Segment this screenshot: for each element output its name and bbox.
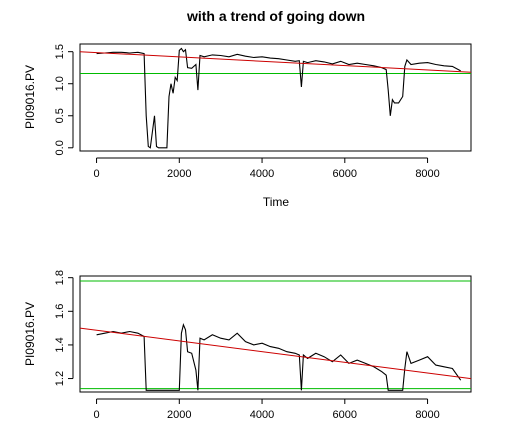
chart-title: with a trend of going down: [186, 8, 365, 24]
top-y-tick-label: 0.0: [54, 140, 66, 155]
top-signal-line: [96, 47, 461, 149]
top-panel: 0 2000 4000 6000 8000 0.0 0.5 1.0 1.5 Time PI09…: [23, 43, 472, 209]
bottom-signal-line: [96, 323, 462, 391]
top-x-tick-label: 8000: [415, 168, 439, 180]
bottom-y-tick-label: 1.4: [54, 337, 66, 352]
top-x-tick-label: 0: [93, 168, 99, 180]
bottom-panel: 0 2000 4000 6000 8000 1.2 1.4 1.6 1.8 PI09016.P…: [23, 270, 472, 421]
top-x-tick-label: 4000: [250, 168, 274, 180]
top-y-axis-title: PI09016.PV: [23, 65, 37, 129]
top-y-tick-label: 1.5: [54, 44, 66, 59]
bottom-y-tick-label: 1.6: [54, 304, 66, 319]
bottom-plot-frame: [79, 275, 472, 393]
bottom-x-tick-label: 6000: [333, 409, 357, 421]
bottom-x-tick-label: 4000: [250, 409, 274, 421]
bottom-y-tick-label: 1.8: [54, 270, 66, 285]
top-y-tick-label: 0.5: [54, 108, 66, 123]
top-x-axis-title: Time: [263, 195, 290, 209]
bottom-y-axis-title: PI09016.PV: [23, 302, 37, 366]
top-plot-frame: [79, 43, 472, 152]
top-x-tick-label: 2000: [167, 168, 191, 180]
top-x-tick-label: 6000: [333, 168, 357, 180]
bottom-trend-line: [79, 327, 472, 380]
bottom-x-tick-label: 8000: [415, 409, 439, 421]
top-y-tick-label: 1.0: [54, 76, 66, 91]
bottom-y-tick-label: 1.2: [54, 371, 66, 386]
bottom-x-tick-label: 2000: [167, 409, 191, 421]
top-trend-line: [79, 51, 472, 73]
bottom-x-tick-label: 0: [93, 409, 99, 421]
